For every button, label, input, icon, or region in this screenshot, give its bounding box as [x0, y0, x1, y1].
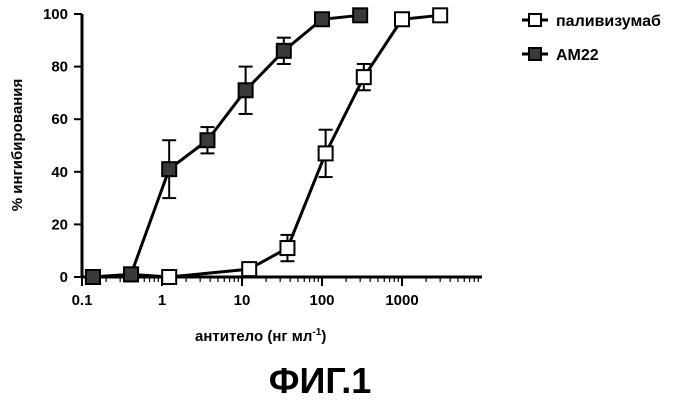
- y-tick-label: 20: [51, 216, 68, 233]
- legend-item-palivizumab: паливизумаб: [522, 13, 661, 30]
- legend-label-am22: AM22: [556, 47, 599, 64]
- data-point: [357, 70, 371, 84]
- data-point: [162, 162, 176, 176]
- y-tick-label: 40: [51, 164, 68, 181]
- data-point: [433, 8, 447, 22]
- data-point: [315, 12, 329, 26]
- legend-marker-am22: [529, 48, 541, 60]
- legend-marker-palivizumab: [529, 14, 541, 26]
- y-axis-ticks: 0 20 40 60 80 100: [43, 6, 82, 286]
- data-point: [395, 12, 409, 26]
- x-tick-label: 1: [158, 292, 166, 309]
- data-point: [277, 44, 291, 58]
- data-point: [200, 133, 214, 147]
- y-tick-label: 80: [51, 59, 68, 76]
- legend-item-am22: AM22: [522, 47, 599, 64]
- series-0: [86, 8, 447, 284]
- x-tick-label: 100: [309, 292, 334, 309]
- data-point: [242, 262, 256, 276]
- figure-caption: ФИГ.1: [269, 360, 372, 400]
- x-axis-title: антитело (нг мл-1): [195, 327, 326, 345]
- legend: паливизумаб AM22: [522, 13, 661, 64]
- data-point: [319, 146, 333, 160]
- x-axis-title-main: антитело (нг мл: [195, 328, 312, 345]
- x-tick-label: 1000: [385, 292, 418, 309]
- legend-label-palivizumab: паливизумаб: [556, 13, 661, 30]
- data-point: [162, 270, 176, 284]
- y-tick-label: 100: [43, 6, 68, 23]
- data-point: [280, 241, 294, 255]
- series-layer: [86, 8, 447, 284]
- x-tick-label: 10: [234, 292, 251, 309]
- data-point: [353, 8, 367, 22]
- data-point: [124, 267, 138, 281]
- data-point: [239, 83, 253, 97]
- y-tick-label: 0: [60, 269, 68, 286]
- x-axis-title-end: ): [321, 328, 326, 345]
- y-axis-title: % ингибирования: [9, 79, 26, 211]
- y-tick-label: 60: [51, 111, 68, 128]
- data-point: [86, 270, 100, 284]
- x-tick-label: 0.1: [72, 292, 93, 309]
